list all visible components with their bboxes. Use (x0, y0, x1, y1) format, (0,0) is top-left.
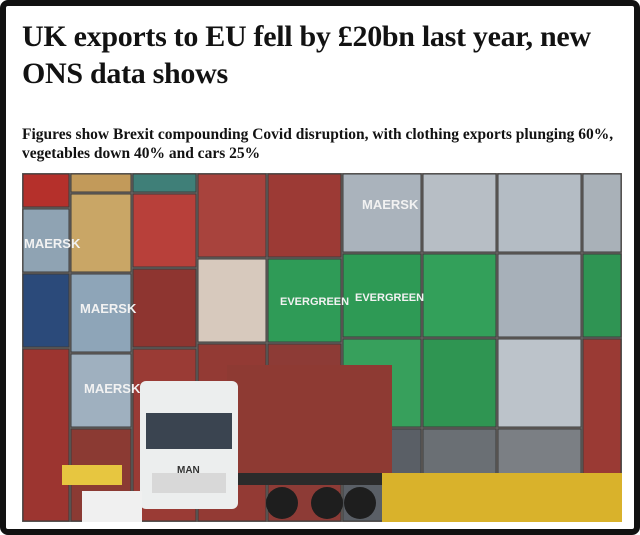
container (132, 268, 197, 348)
container (267, 173, 342, 258)
container (342, 253, 422, 338)
container (422, 253, 497, 338)
barriers (62, 465, 622, 522)
container (70, 193, 132, 273)
container (132, 173, 197, 193)
standfirst: Figures show Brexit compounding Covid di… (22, 126, 614, 162)
container (267, 258, 342, 343)
container (132, 193, 197, 268)
container (22, 173, 70, 208)
container-label: EVERGREEN (355, 292, 424, 304)
container (582, 253, 622, 338)
container (70, 273, 132, 353)
container (22, 348, 70, 522)
container (197, 258, 267, 343)
container (22, 273, 70, 348)
container-label: MAERSK (362, 197, 419, 212)
container (197, 173, 267, 258)
container-label: MAERSK (80, 301, 137, 316)
photo: MAERSK MAERSK MAERSK EVERGREEN EVERGREEN… (22, 173, 622, 522)
container (70, 173, 132, 193)
container (497, 253, 582, 338)
container (422, 338, 497, 428)
container (22, 208, 70, 273)
container-label: MAERSK (24, 236, 81, 251)
container (342, 173, 422, 253)
headline[interactable]: UK exports to EU fell by £20bn last year… (22, 20, 591, 90)
container (70, 353, 132, 428)
truck (140, 365, 392, 519)
container (582, 173, 622, 253)
container-label: MAERSK (84, 381, 141, 396)
truck-badge: MAN (177, 465, 200, 476)
container (497, 173, 582, 253)
container (497, 338, 582, 428)
container (422, 173, 497, 253)
container-label: EVERGREEN (280, 296, 349, 308)
